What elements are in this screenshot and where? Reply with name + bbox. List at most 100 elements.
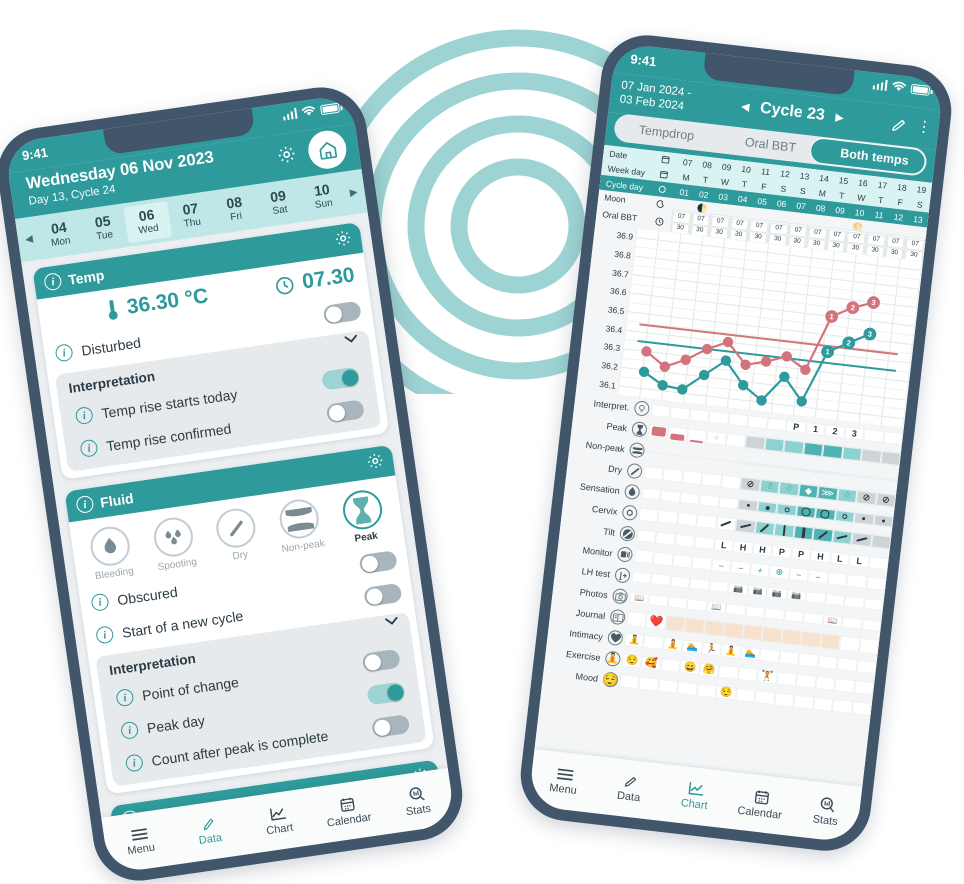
grid-cell-12-0[interactable]: 😌 — [621, 653, 643, 669]
grid-cell-7-4[interactable]: − — [710, 558, 732, 574]
grid-cell-10-6[interactable] — [742, 624, 764, 642]
grid-cell-2-9[interactable] — [820, 470, 840, 475]
info-icon[interactable]: i — [75, 494, 95, 515]
grid-cell-2-11[interactable] — [859, 474, 879, 480]
grid-cell-10-12[interactable] — [858, 637, 880, 655]
grid-cell-3-3[interactable] — [701, 472, 723, 488]
pencil-icon[interactable] — [890, 115, 912, 134]
grid-cell-11-4[interactable]: 🏃 — [701, 641, 723, 657]
info-icon[interactable]: i — [54, 343, 74, 363]
grid-cell-13-4[interactable] — [696, 683, 718, 699]
grid-cell-0-0[interactable] — [650, 403, 672, 418]
tab-oral-bbt[interactable]: Oral BBT — [744, 135, 797, 155]
grid-cell-12-5[interactable] — [718, 664, 740, 680]
grid-cell-5-11[interactable] — [851, 532, 873, 548]
grid-cell-5-3[interactable] — [696, 514, 718, 530]
grid-cell-6-4[interactable]: L — [713, 537, 735, 552]
grid-cell-1-7[interactable] — [783, 439, 805, 455]
grid-cell-3-8[interactable]: ◆ — [798, 483, 819, 499]
chevron-down-icon[interactable] — [384, 615, 400, 626]
grid-cell-13-0[interactable] — [619, 674, 640, 690]
grid-cell-11-0[interactable]: 🧘 — [623, 632, 645, 648]
grid-cell-8-9[interactable] — [805, 591, 827, 605]
grid-cell-12-3[interactable]: 😄 — [679, 660, 701, 676]
grid-cell-12-10[interactable] — [814, 675, 836, 691]
grid-cell-8-5[interactable]: 📷 — [728, 582, 749, 596]
grid-cell-1-3[interactable]: ⁘ — [706, 430, 727, 446]
grid-cell-4-4[interactable] — [718, 496, 739, 510]
grid-cell-5-0[interactable] — [638, 507, 660, 523]
grid-cell-0-9[interactable]: 2 — [824, 423, 846, 438]
nav-data[interactable]: Data — [594, 756, 666, 820]
fluid-option-nonpeak[interactable]: Non-peak — [267, 495, 334, 556]
grid-cell-13-6[interactable] — [735, 687, 757, 703]
grid-cell-13-11[interactable] — [831, 698, 853, 715]
grid-cell-11-7[interactable] — [759, 648, 781, 664]
grid-cell-7-1[interactable] — [652, 551, 674, 567]
grid-cell-10-5[interactable] — [722, 621, 745, 640]
grid-cell-3-12[interactable]: ⊘ — [875, 492, 897, 508]
nav-stats[interactable]: Stats — [378, 768, 455, 834]
grid-cell-11-9[interactable] — [798, 652, 819, 668]
day-cell-10[interactable]: 10 Sun — [298, 176, 347, 218]
grid-cell-2-6[interactable] — [762, 463, 782, 468]
drop-icon[interactable] — [622, 483, 643, 501]
grid-cell-9-9[interactable] — [802, 611, 824, 626]
grid-cell-1-0[interactable] — [648, 423, 669, 440]
cards-scroll-area[interactable]: i Temp 36.30 °C — [21, 212, 455, 864]
grid-cell-3-5[interactable]: ⊘ — [739, 476, 761, 493]
grid-cell-0-10[interactable]: 3 — [843, 425, 865, 441]
grid-cell-11-3[interactable]: 🏊 — [682, 639, 703, 655]
grid-cell-12-7[interactable]: 🏋️ — [756, 669, 778, 685]
grid-cell-2-7[interactable] — [781, 465, 802, 471]
tilt-icon[interactable] — [617, 525, 638, 542]
grid-cell-1-1[interactable] — [667, 426, 689, 442]
exercise-icon[interactable]: 🧘 — [603, 650, 624, 668]
grid-cell-11-6[interactable]: 🏊 — [740, 646, 761, 662]
grid-cell-8-0[interactable] — [631, 570, 652, 585]
grid-cell-2-8[interactable] — [801, 468, 821, 473]
grid-cell-11-1[interactable] — [643, 634, 665, 650]
info-icon[interactable]: i — [90, 592, 110, 612]
grid-cell-4-3[interactable] — [699, 494, 720, 508]
grid-cell-7-8[interactable]: − — [788, 567, 810, 583]
camera-icon[interactable] — [610, 587, 631, 605]
grid-cell-11-11[interactable] — [836, 657, 858, 673]
grid-cell-4-1[interactable] — [660, 489, 681, 503]
grid-cell-11-8[interactable] — [778, 650, 800, 666]
grid-cell-2-1[interactable] — [665, 452, 686, 457]
grid-cell-9-5[interactable] — [725, 603, 747, 617]
new-cycle-toggle[interactable] — [363, 582, 403, 607]
grid-cell-10-0[interactable] — [626, 610, 648, 628]
grid-cell-8-8[interactable]: 📷 — [786, 588, 807, 603]
grid-cell-12-2[interactable] — [660, 657, 682, 674]
slash-icon[interactable] — [624, 462, 645, 480]
gear-icon[interactable] — [275, 143, 298, 166]
grid-cell-2-2[interactable] — [685, 454, 705, 460]
next-cycle-button[interactable]: ▶ — [834, 111, 844, 124]
point-of-change-toggle[interactable] — [361, 648, 401, 673]
info-icon[interactable]: i — [43, 272, 63, 292]
grid-cell-4-9[interactable] — [815, 507, 836, 521]
grid-cell-7-10[interactable] — [827, 571, 848, 587]
grid-cell-6-5[interactable]: H — [732, 539, 754, 555]
grid-cell-5-6[interactable] — [754, 520, 776, 536]
grid-cell-1-10[interactable] — [841, 446, 863, 462]
grid-cell-5-9[interactable] — [812, 527, 834, 543]
grid-cell-12-6[interactable] — [737, 666, 759, 683]
grid-cell-12-12[interactable] — [853, 680, 875, 696]
grid-cell-6-9[interactable]: H — [810, 548, 831, 564]
grid-cell-3-11[interactable]: ⊘ — [856, 490, 877, 506]
info-icon[interactable]: i — [95, 625, 115, 645]
nav-calendar[interactable]: Calendar — [725, 772, 797, 836]
grid-cell-0-1[interactable] — [669, 405, 691, 421]
grid-cell-13-2[interactable] — [657, 678, 679, 694]
grid-cell-2-3[interactable] — [704, 457, 724, 462]
grid-cell-10-11[interactable] — [839, 635, 861, 653]
grid-cell-3-6[interactable]: ☃ — [759, 479, 781, 495]
fluid-option-dry[interactable]: Dry — [204, 504, 271, 565]
gear-icon[interactable] — [365, 451, 385, 471]
grid-cell-6-7[interactable]: P — [771, 544, 793, 559]
nonpeak-icon[interactable] — [627, 441, 648, 459]
journal-icon[interactable] — [607, 608, 628, 626]
